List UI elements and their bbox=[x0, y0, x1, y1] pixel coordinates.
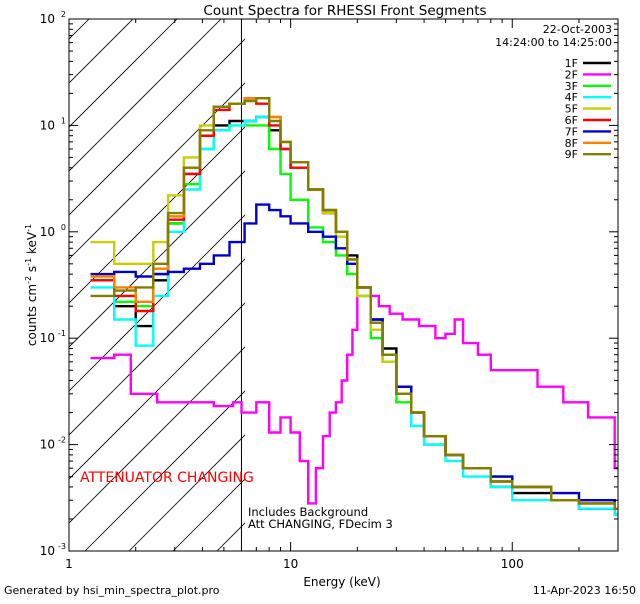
att-state-annotation: Att CHANGING, FDecim 3 bbox=[248, 517, 393, 531]
attenuator-hatch-region bbox=[69, 0, 640, 551]
y-tick-label: 10 2 bbox=[40, 10, 66, 26]
y-tick-label: 10 -1 bbox=[40, 329, 66, 345]
series-group bbox=[90, 97, 618, 516]
hatch-line bbox=[349, 0, 640, 551]
series-line-2F bbox=[90, 294, 618, 505]
x-axis-label: Energy (keV) bbox=[303, 575, 380, 589]
legend-label-3F: 3F bbox=[565, 80, 578, 93]
series-line-7F bbox=[90, 203, 618, 510]
chart-title: Count Spectra for RHESSI Front Segments bbox=[203, 3, 486, 19]
background-annotation: Includes Background bbox=[248, 505, 368, 519]
legend-label-7F: 7F bbox=[565, 125, 578, 138]
y-tick-label: 10 -2 bbox=[40, 436, 66, 452]
legend-label-9F: 9F bbox=[565, 148, 578, 161]
series-line-6F bbox=[90, 99, 618, 510]
x-axis-ticks: 1 10 100 bbox=[65, 19, 619, 571]
time-range-label: 14:24:00 to 14:25:00 bbox=[495, 36, 612, 49]
series-line-3F bbox=[90, 124, 618, 510]
generated-by-footer: Generated by hsi_min_spectra_plot.pro bbox=[4, 584, 220, 597]
hatch-line bbox=[69, 19, 134, 84]
series-line-8F bbox=[90, 97, 618, 510]
legend-label-6F: 6F bbox=[565, 114, 578, 127]
hatch-line bbox=[69, 19, 178, 128]
legend-label-1F: 1F bbox=[565, 57, 578, 70]
y-tick-label: 10 1 bbox=[40, 116, 66, 132]
series-line-1F bbox=[90, 115, 618, 516]
hatch-line bbox=[128, 434, 245, 551]
plot-frame bbox=[68, 18, 619, 552]
legend-label-5F: 5F bbox=[565, 103, 578, 116]
hatch-line bbox=[69, 170, 245, 348]
series-line-4F bbox=[90, 115, 618, 516]
hatch-line bbox=[69, 38, 245, 216]
date-label: 22-Oct-2003 bbox=[543, 23, 612, 36]
hatch-line bbox=[69, 214, 245, 392]
x-tick-label: 1 bbox=[65, 557, 73, 571]
y-tick-label: 10 -3 bbox=[40, 542, 66, 558]
legend-label-2F: 2F bbox=[565, 68, 578, 81]
series-line-5F bbox=[90, 97, 618, 510]
timestamp-footer: 11-Apr-2023 16:50 bbox=[533, 584, 636, 597]
legend-label-4F: 4F bbox=[565, 91, 578, 104]
x-tick-label: 10 bbox=[283, 557, 298, 571]
attenuator-changing-annotation: ATTENUATOR CHANGING bbox=[80, 470, 254, 486]
hatch-line bbox=[69, 82, 245, 260]
legend-label-8F: 8F bbox=[565, 137, 578, 150]
x-tick-label: 100 bbox=[501, 557, 524, 571]
y-tick-label: 10 0 bbox=[40, 223, 66, 239]
hatch-line bbox=[69, 302, 245, 480]
series-line-9F bbox=[90, 97, 618, 510]
y-axis-label: counts cm-2 s-1 keV-1 bbox=[24, 224, 39, 346]
hatch-line bbox=[69, 126, 245, 304]
hatch-line bbox=[84, 390, 245, 551]
hatch-line bbox=[69, 19, 222, 172]
hatch-line bbox=[69, 19, 90, 40]
hatch-line bbox=[69, 346, 245, 524]
